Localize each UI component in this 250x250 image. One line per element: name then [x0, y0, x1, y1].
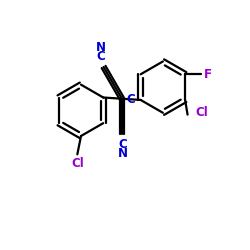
Text: C: C: [119, 138, 128, 151]
Text: F: F: [204, 68, 212, 81]
Text: Cl: Cl: [195, 106, 208, 119]
Text: Cl: Cl: [71, 157, 84, 170]
Text: C: C: [127, 94, 136, 106]
Text: N: N: [96, 41, 106, 54]
Text: C: C: [96, 50, 105, 62]
Text: N: N: [118, 147, 128, 160]
